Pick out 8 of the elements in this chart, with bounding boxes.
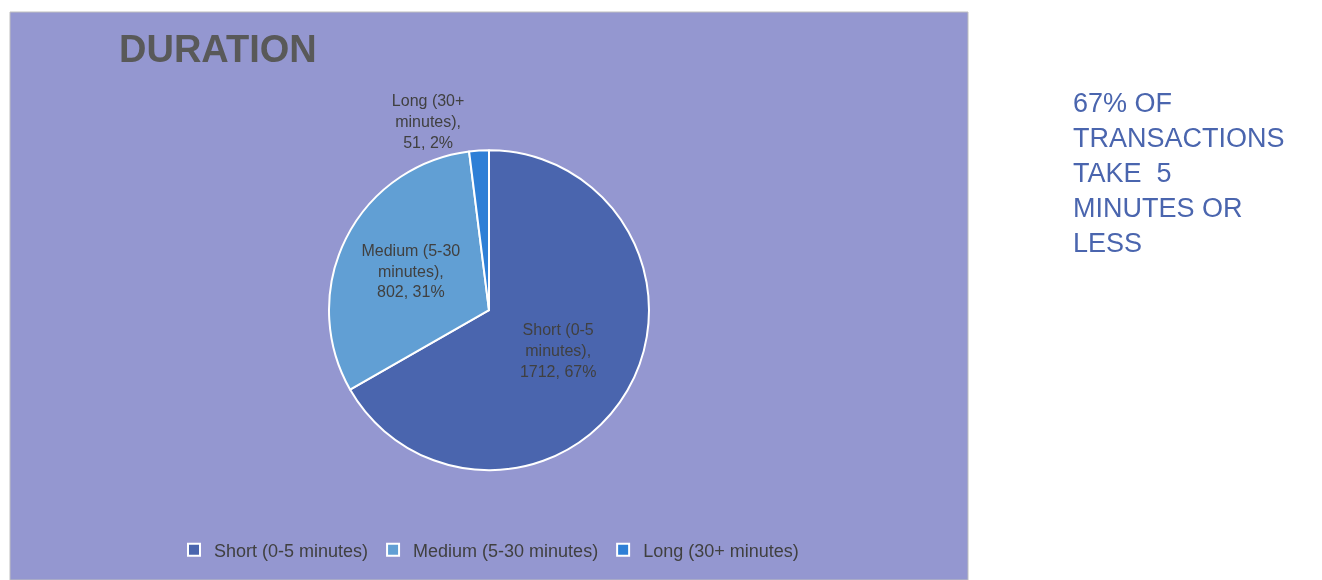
text: 67% OF TRANSACTIONS TAKE 5 MINUTES OR LESS — [1073, 88, 1285, 259]
data-label: Medium (5-30 minutes), 802, 31% — [361, 241, 461, 301]
chart-title: DURATION — [119, 28, 317, 70]
legend-label: Short (0-5 minutes) — [214, 540, 369, 561]
legend-label: Long (30+ minutes) — [643, 540, 799, 561]
data-label: Long (30+ minutes), 51, 2% — [391, 92, 465, 151]
legend-label: Medium (5-30 minutes) — [413, 540, 599, 561]
data-label: Short (0-5 minutes), 1712, 67% — [519, 321, 597, 380]
